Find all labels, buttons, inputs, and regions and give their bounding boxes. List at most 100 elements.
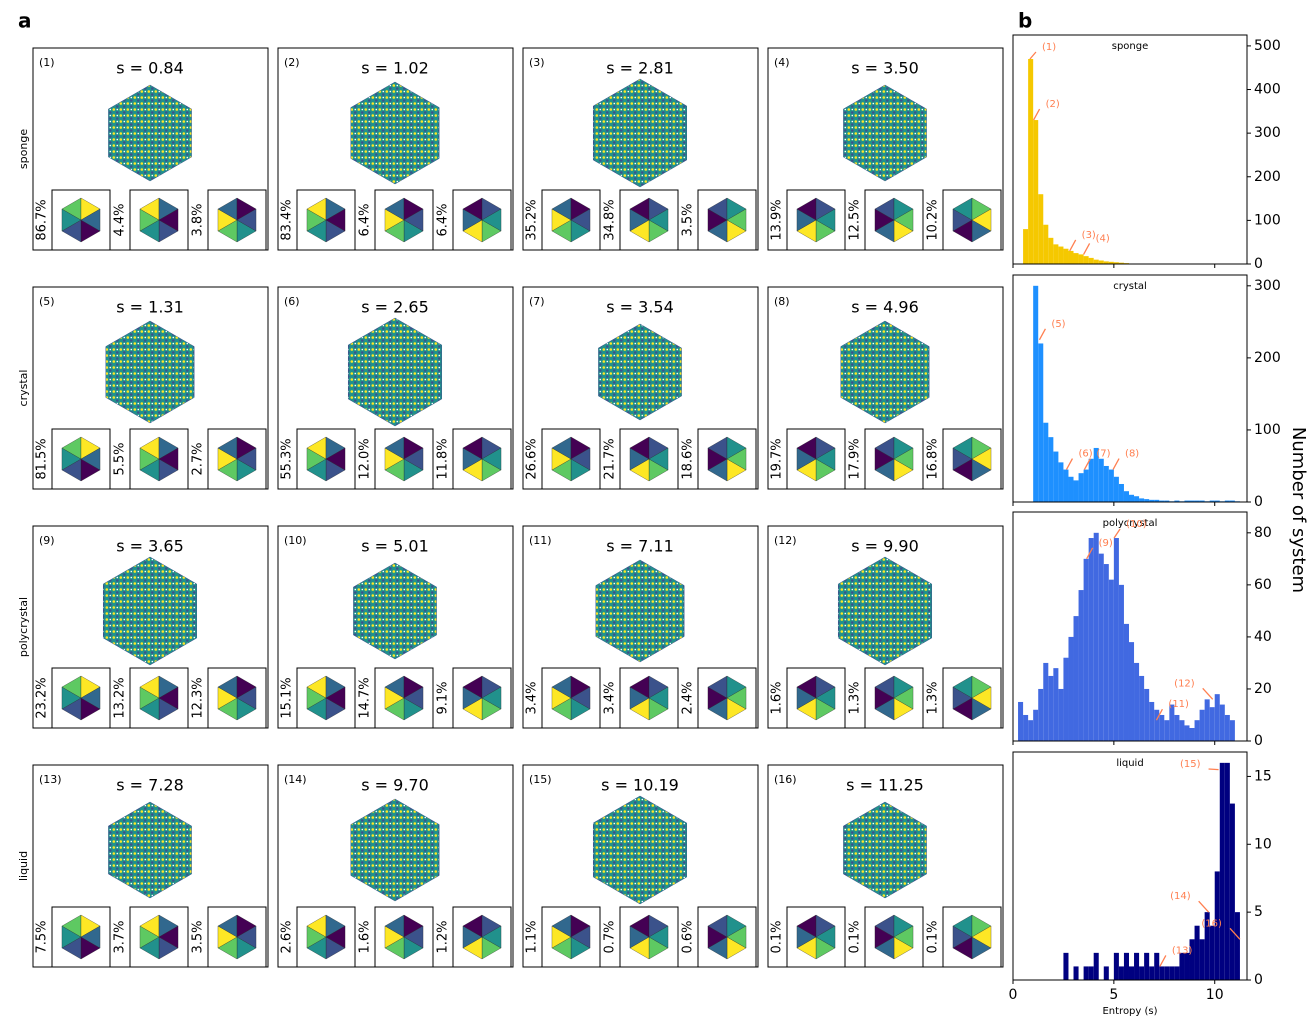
- annotation-arrow: [1114, 529, 1120, 538]
- fraction-label: 21.7%: [603, 438, 618, 479]
- fraction-label: 1.3%: [848, 681, 863, 714]
- histogram-bar: [1114, 953, 1119, 980]
- fraction-label: 17.9%: [848, 438, 863, 479]
- annotation-label: (2): [1046, 99, 1060, 110]
- y-tick-label: 15: [1254, 768, 1272, 784]
- fraction-label: 2.6%: [280, 920, 295, 953]
- row-label: sponge: [17, 129, 30, 169]
- histogram-bar: [1104, 966, 1109, 980]
- histogram-bar: [1124, 491, 1129, 502]
- fraction-label: 13.9%: [770, 199, 785, 240]
- cell-number: (6): [284, 295, 300, 308]
- histogram-bar: [1179, 953, 1184, 980]
- y-tick-label: 300: [1254, 278, 1281, 294]
- annotation-arrow: [1209, 769, 1219, 770]
- histogram-bar: [1089, 258, 1094, 264]
- histogram-bar: [1094, 533, 1099, 741]
- histogram-bar: [1089, 538, 1094, 741]
- histogram-bar: [1058, 689, 1063, 741]
- y-tick-label: 60: [1254, 577, 1272, 593]
- histogram-bar: [1119, 966, 1124, 980]
- fraction-label: 12.3%: [191, 677, 206, 718]
- histogram-bar: [1129, 642, 1134, 741]
- fraction-label: 26.6%: [525, 438, 540, 479]
- entropy-label: s = 0.84: [116, 59, 184, 78]
- chart-title: crystal: [1113, 281, 1147, 292]
- fraction-label: 1.6%: [770, 681, 785, 714]
- fraction-label: 18.6%: [681, 438, 696, 479]
- annotation-label: (6): [1078, 449, 1092, 460]
- entropy-label: s = 9.90: [851, 537, 919, 556]
- histogram-bar: [1058, 462, 1063, 502]
- histogram-bar: [1109, 580, 1114, 741]
- fraction-label: 16.8%: [926, 438, 941, 479]
- chart-title: liquid: [1116, 758, 1143, 769]
- histogram-bar: [1139, 498, 1144, 502]
- y-tick-label: 80: [1254, 525, 1272, 541]
- histogram-bar: [1089, 966, 1094, 980]
- cell-number: (11): [529, 534, 552, 547]
- y-tick-label: 100: [1254, 422, 1281, 438]
- histogram-bar: [1018, 702, 1023, 741]
- histogram-bar: [1159, 715, 1164, 741]
- histogram-bar: [1139, 676, 1144, 741]
- annotation-label: (13): [1172, 945, 1193, 956]
- cell-number: (1): [39, 56, 55, 69]
- y-axis-label: Number of system: [1288, 427, 1309, 593]
- histogram-bar: [1134, 953, 1139, 980]
- histogram-bar: [1174, 715, 1179, 741]
- fraction-label: 1.6%: [358, 920, 373, 953]
- fraction-label: 3.4%: [525, 681, 540, 714]
- histogram-bar: [1063, 953, 1068, 980]
- fraction-label: 1.1%: [525, 920, 540, 953]
- fraction-label: 3.4%: [603, 681, 618, 714]
- histogram-bar: [1190, 728, 1195, 741]
- cell-number: (2): [284, 56, 300, 69]
- fraction-label: 12.0%: [358, 438, 373, 479]
- histogram-bar: [1099, 261, 1104, 264]
- histogram-bar: [1104, 466, 1109, 502]
- histogram-bar: [1220, 705, 1225, 741]
- histogram-bar: [1149, 702, 1154, 741]
- annotation-label: (16): [1201, 918, 1222, 929]
- histogram-bar: [1028, 720, 1033, 741]
- histogram-bar: [1023, 715, 1028, 741]
- cell-number: (9): [39, 534, 55, 547]
- fraction-label: 5.5%: [113, 442, 128, 475]
- entropy-label: s = 3.65: [116, 537, 184, 556]
- histogram-bar: [1079, 254, 1084, 264]
- histogram-bar: [1205, 699, 1210, 741]
- histogram-bar: [1129, 966, 1134, 980]
- fraction-label: 6.4%: [358, 203, 373, 236]
- histogram-bar: [1109, 470, 1114, 502]
- histogram-bar: [1084, 559, 1089, 741]
- fraction-label: 12.5%: [848, 199, 863, 240]
- annotation-label: (14): [1170, 891, 1191, 902]
- histogram-bar: [1159, 966, 1164, 980]
- fraction-label: 81.5%: [35, 438, 50, 479]
- histogram-bar: [1129, 495, 1134, 502]
- annotation-label: (12): [1174, 678, 1195, 689]
- fraction-label: 35.2%: [525, 199, 540, 240]
- annotation-label: (1): [1042, 42, 1056, 53]
- annotation-arrow: [1203, 688, 1213, 699]
- cell-number: (12): [774, 534, 797, 547]
- histogram-bar: [1139, 966, 1144, 980]
- histogram-bar: [1124, 624, 1129, 741]
- fraction-label: 9.1%: [436, 681, 451, 714]
- fraction-label: 83.4%: [280, 199, 295, 240]
- fraction-label: 6.4%: [436, 203, 451, 236]
- histogram-bar: [1043, 225, 1048, 264]
- fraction-label: 1.3%: [926, 681, 941, 714]
- fraction-label: 10.2%: [926, 199, 941, 240]
- entropy-label: s = 2.81: [606, 59, 674, 78]
- histogram-bar: [1038, 194, 1043, 264]
- fraction-label: 7.5%: [35, 920, 50, 953]
- y-tick-label: 100: [1254, 212, 1281, 228]
- y-tick-label: 0: [1254, 733, 1263, 749]
- histogram-bar: [1084, 966, 1089, 980]
- annotation-arrow: [1070, 240, 1076, 251]
- cell-number: (7): [529, 295, 545, 308]
- panel-label: b: [1018, 9, 1032, 33]
- fraction-label: 0.7%: [603, 920, 618, 953]
